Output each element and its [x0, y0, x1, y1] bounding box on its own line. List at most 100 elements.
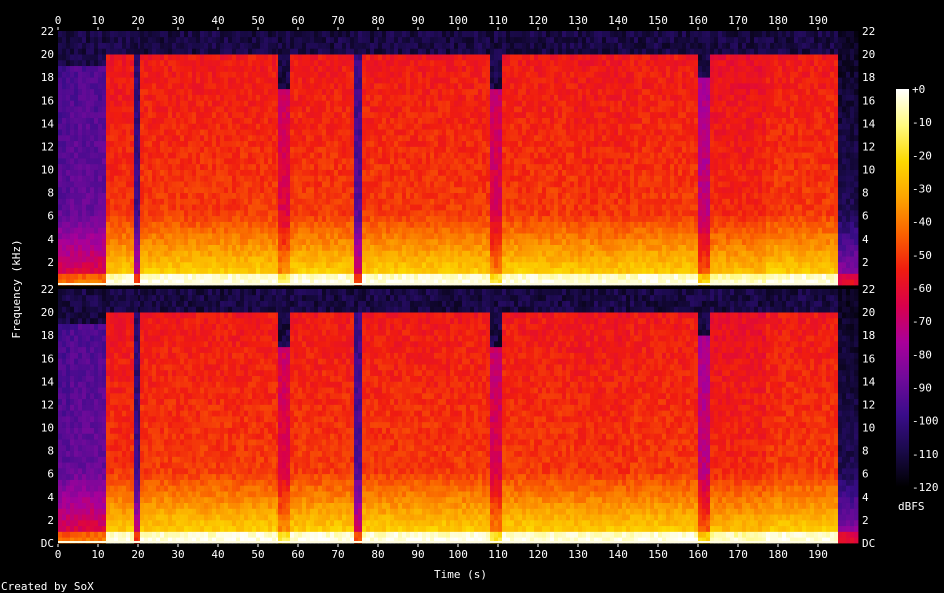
- spectrogram-cell: [224, 88, 229, 95]
- spectrogram-cell: [138, 82, 141, 90]
- spectrogram-cell: [70, 123, 75, 130]
- spectrogram-cell: [106, 186, 111, 194]
- spectrogram-cell: [216, 169, 221, 176]
- spectrogram-cell: [134, 42, 139, 49]
- spectrogram-cell: [482, 273, 487, 280]
- spectrogram-cell: [378, 59, 383, 67]
- spectrogram-cell: [216, 117, 221, 124]
- spectrogram-cell: [390, 48, 395, 55]
- spectrogram-cell: [486, 77, 491, 84]
- spectrogram-cell: [314, 198, 319, 205]
- spectrogram-cell: [168, 163, 173, 170]
- spectrogram-cell: [450, 77, 455, 84]
- spectrogram-cell: [414, 204, 419, 211]
- spectrogram-cell: [466, 146, 471, 153]
- spectrogram-cell: [78, 100, 83, 107]
- spectrogram-cell: [406, 59, 411, 67]
- spectrogram-cell: [330, 198, 335, 205]
- spectrogram-cell: [318, 140, 323, 147]
- spectrogram-cell: [126, 238, 131, 245]
- spectrogram-cell: [272, 140, 277, 147]
- spectrogram-cell: [282, 146, 287, 153]
- spectrogram-cell: [398, 250, 403, 257]
- spectrogram-cell: [338, 244, 343, 251]
- spectrogram-cell: [394, 65, 399, 72]
- spectrogram-cell: [204, 238, 209, 245]
- spectrogram-cell: [310, 59, 315, 67]
- spectrogram-cell: [276, 209, 279, 217]
- spectrogram-cell: [74, 152, 79, 159]
- spectrogram-cell: [102, 106, 107, 113]
- spectrogram-cell: [490, 181, 495, 188]
- spectrogram-cell: [494, 31, 499, 38]
- spectrogram-cell: [228, 158, 233, 165]
- spectrogram-cell: [358, 250, 363, 257]
- spectrogram-cell: [334, 192, 339, 199]
- spectrogram-cell: [126, 140, 131, 147]
- spectrogram-cell: [58, 134, 63, 142]
- spectrogram-cell: [494, 244, 499, 251]
- spectrogram-cell: [196, 279, 201, 286]
- spectrogram-cell: [294, 181, 299, 188]
- spectrogram-cell: [494, 279, 499, 286]
- spectrogram-cell: [152, 54, 157, 61]
- spectrogram-cell: [90, 94, 95, 101]
- spectrogram-cell: [470, 175, 475, 182]
- spectrogram-cell: [498, 198, 503, 205]
- spectrogram-cell: [366, 209, 371, 217]
- spectrogram-cell: [438, 152, 443, 159]
- spectrogram-cell: [454, 54, 459, 61]
- spectrogram-cell: [70, 88, 75, 95]
- spectrogram-cell: [184, 31, 189, 38]
- spectrogram-cell: [478, 198, 483, 205]
- spectrogram-cell: [414, 181, 419, 188]
- spectrogram-cell: [442, 169, 447, 176]
- spectrogram-cell: [204, 42, 209, 49]
- spectrogram-cell: [106, 71, 111, 78]
- spectrogram-cell: [486, 117, 491, 124]
- spectrogram-cell: [322, 175, 327, 182]
- spectrogram-cell: [478, 238, 483, 245]
- spectrogram-cell: [216, 59, 221, 67]
- spectrogram-cell: [454, 129, 459, 136]
- spectrogram-cell: [114, 54, 119, 61]
- spectrogram-cell: [490, 244, 495, 251]
- spectrogram-cell: [474, 100, 479, 107]
- spectrogram-cell: [442, 261, 447, 269]
- spectrogram-cell: [58, 273, 63, 280]
- spectrogram-cell: [318, 123, 323, 130]
- spectrogram-cell: [414, 227, 419, 234]
- spectrogram-cell: [118, 233, 123, 240]
- spectrogram-cell: [366, 117, 371, 124]
- spectrogram-cell: [306, 221, 311, 228]
- spectrogram-cell: [78, 71, 83, 78]
- spectrogram-cell: [374, 238, 379, 245]
- spectrogram-cell: [350, 48, 355, 55]
- spectrogram-cell: [138, 42, 141, 49]
- spectrogram-cell: [86, 42, 91, 49]
- spectrogram-cell: [306, 111, 311, 118]
- spectrogram-cell: [204, 221, 209, 228]
- spectrogram-cell: [140, 42, 145, 49]
- spectrogram-cell: [498, 65, 503, 72]
- spectrogram-cell: [378, 221, 383, 228]
- spectrogram-cell: [196, 261, 201, 269]
- spectrogram-cell: [122, 65, 127, 72]
- spectrogram-cell: [248, 134, 253, 142]
- spectrogram-cell: [382, 250, 387, 257]
- spectrogram-cell: [152, 31, 157, 38]
- spectrogram-cell: [458, 215, 463, 222]
- spectrogram-cell: [382, 134, 387, 142]
- spectrogram-cell: [224, 42, 229, 49]
- spectrogram-cell: [294, 152, 299, 159]
- spectrogram-cell: [276, 256, 279, 263]
- spectrogram-cell: [102, 256, 107, 263]
- spectrogram-cell: [354, 59, 359, 67]
- spectrogram-cell: [386, 261, 391, 269]
- spectrogram-cell: [358, 36, 363, 43]
- spectrogram-cell: [160, 273, 165, 280]
- spectrogram-cell: [338, 94, 343, 101]
- spectrogram-cell: [180, 209, 185, 217]
- spectrogram-cell: [442, 209, 447, 217]
- spectrogram-cell: [188, 42, 193, 49]
